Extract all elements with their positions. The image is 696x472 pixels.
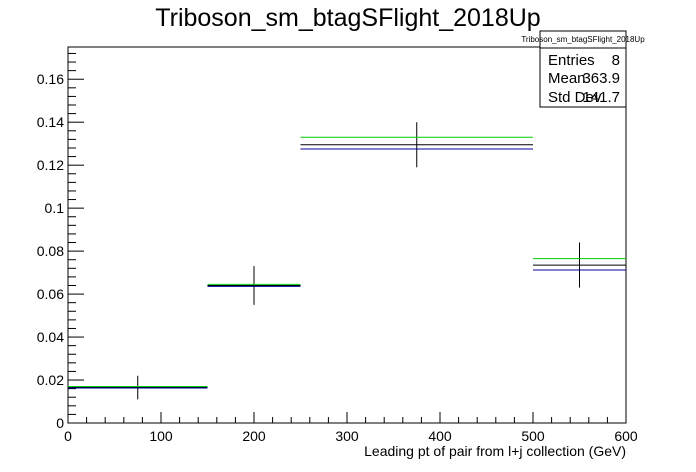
stats-box-frame bbox=[539, 30, 627, 108]
series-layer bbox=[68, 122, 626, 400]
x-tick-label: 0 bbox=[64, 428, 72, 444]
x-tick-label: 500 bbox=[521, 428, 545, 444]
y-tick-label: 0.14 bbox=[37, 114, 64, 130]
y-tick-label: 0.06 bbox=[37, 286, 64, 302]
y-tick-label: 0.02 bbox=[37, 372, 64, 388]
y-tick-label: 0.16 bbox=[37, 71, 64, 87]
stats-stddev-value: 141.7 bbox=[582, 89, 620, 106]
stats-title: Triboson_sm_btagSFlight_2018Up bbox=[521, 35, 645, 44]
y-tick-label: 0.08 bbox=[37, 243, 64, 259]
y-tick-label: 0.12 bbox=[37, 157, 64, 173]
x-tick-label: 400 bbox=[428, 428, 452, 444]
stats-mean-label: Mean bbox=[548, 70, 586, 87]
y-tick-label: 0.04 bbox=[37, 329, 64, 345]
x-tick-label: 300 bbox=[335, 428, 359, 444]
x-tick-label: 600 bbox=[614, 428, 638, 444]
x-tick-label: 100 bbox=[149, 428, 173, 444]
y-tick-label: 0.1 bbox=[45, 200, 65, 216]
x-axis: 0 100 200 300 400 500 600 bbox=[64, 412, 638, 444]
x-axis-title: Leading pt of pair from l+j collection (… bbox=[364, 443, 626, 459]
stats-entries-label: Entries bbox=[548, 52, 595, 69]
stats-entries-value: 8 bbox=[612, 52, 620, 69]
y-axis: 0 0.02 0.04 0.06 0.08 0.1 0.12 0.14 0.16 bbox=[37, 52, 84, 431]
stats-box: Triboson_sm_btagSFlight_2018Up Entries 8… bbox=[521, 30, 645, 108]
y-tick-label: 0 bbox=[56, 415, 64, 431]
stats-mean-value: 363.9 bbox=[582, 70, 620, 87]
chart-title: Triboson_sm_btagSFlight_2018Up bbox=[155, 4, 540, 32]
x-tick-label: 200 bbox=[242, 428, 266, 444]
stats-stddev-label: Std Dev bbox=[548, 89, 602, 106]
